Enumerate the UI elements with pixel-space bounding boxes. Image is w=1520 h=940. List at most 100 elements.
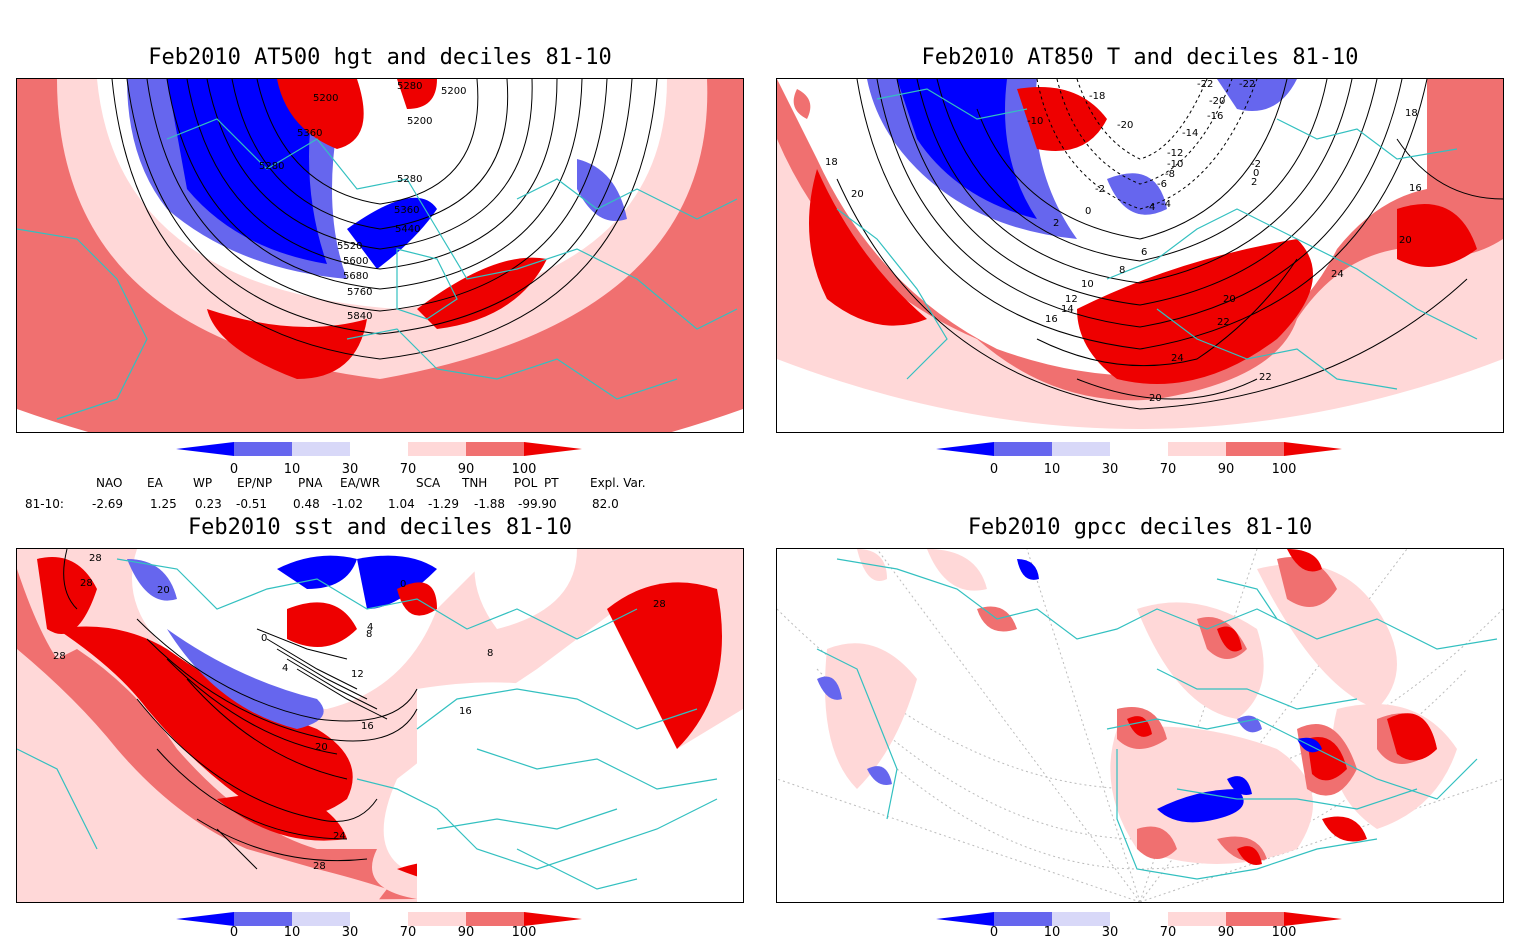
index-header: PT xyxy=(544,476,559,490)
index-value: 0.23 xyxy=(195,497,222,511)
contour-label: -8 xyxy=(1165,169,1175,180)
colorbar-segment xyxy=(234,442,292,456)
contour-label: -4 xyxy=(1161,199,1171,210)
colorbar-segment xyxy=(1226,912,1284,926)
contour-label: 5520 xyxy=(337,241,362,252)
contour-label: -20 xyxy=(1117,120,1133,131)
contour-label: -22 xyxy=(1239,79,1255,90)
colorbar-tick: 30 xyxy=(1101,925,1119,940)
colorbar-segment xyxy=(408,442,466,456)
index-value: -1.29 xyxy=(428,497,460,511)
contour-label: 0 xyxy=(261,633,267,644)
contour-label: 5760 xyxy=(347,287,372,298)
contour-label: 5840 xyxy=(347,311,372,322)
map-panel-sst: 28 28 28 20 0 0 4 4 8 12 16 20 24 28 16 … xyxy=(16,548,744,903)
contour-label: 18 xyxy=(1405,108,1418,119)
colorbar-segment xyxy=(350,912,408,926)
contour-label: 28 xyxy=(653,599,666,610)
contour-label: 2 xyxy=(1053,218,1059,229)
index-header: NAO xyxy=(96,476,123,490)
index-header: EP/NP xyxy=(237,476,273,490)
colorbar-segment xyxy=(936,442,994,456)
contour-label: 6 xyxy=(1141,247,1147,258)
colorbar-segment xyxy=(1284,912,1342,926)
colorbar-tick: 0 xyxy=(229,462,239,477)
index-header: Expl. Var. xyxy=(590,476,646,490)
contour-label: -6 xyxy=(1157,179,1167,190)
contour-label: 20 xyxy=(1149,393,1162,404)
contour-label: 22 xyxy=(1217,317,1230,328)
colorbar-segment xyxy=(994,442,1052,456)
contour-label: 0 xyxy=(400,579,406,590)
index-value: -1.02 xyxy=(332,497,364,511)
colorbar-segment xyxy=(1052,912,1110,926)
panel-title-1: Feb2010 AT500 hgt and deciles 81-10 xyxy=(148,45,612,70)
index-value: 1.25 xyxy=(150,497,177,511)
colorbar-tick: 90 xyxy=(1217,925,1235,940)
contour-label: 5280 xyxy=(397,81,422,92)
colorbar-tick: 90 xyxy=(457,925,475,940)
contour-label: 24 xyxy=(1171,353,1184,364)
colorbar-segment xyxy=(408,912,466,926)
contour-label: -14 xyxy=(1182,128,1198,139)
index-value: -0.51 xyxy=(236,497,268,511)
colorbar-tick: 0 xyxy=(989,925,999,940)
colorbar-tick: 10 xyxy=(283,925,301,940)
index-header: TNH xyxy=(462,476,488,490)
panel-title-4: Feb2010 gpcc deciles 81-10 xyxy=(967,515,1313,540)
index-value: -2.69 xyxy=(92,497,124,511)
colorbar-segment xyxy=(350,442,408,456)
colorbar-tick: 30 xyxy=(1101,462,1119,477)
map-panel-gpcc xyxy=(776,548,1504,903)
colorbar-tick: 30 xyxy=(341,462,359,477)
contour-label: 20 xyxy=(157,585,170,596)
contour-label: 28 xyxy=(53,651,66,662)
colorbar-tick: 100 xyxy=(511,462,537,477)
colorbar-tick: 10 xyxy=(283,462,301,477)
contour-label: 12 xyxy=(1065,294,1078,305)
colorbar-tick: 100 xyxy=(1271,462,1297,477)
contour-label: 20 xyxy=(315,742,328,753)
contour-label: 0 xyxy=(1085,206,1091,217)
contour-label: 24 xyxy=(1331,269,1344,280)
contour-label: 8 xyxy=(1119,265,1125,276)
contour-label: 4 xyxy=(367,622,373,633)
contour-label: 16 xyxy=(459,706,472,717)
contour-label: 5200 xyxy=(313,93,338,104)
contour-label: 5360 xyxy=(394,205,419,216)
colorbar-segment xyxy=(234,912,292,926)
index-value: 0.48 xyxy=(293,497,320,511)
index-header: PNA xyxy=(298,476,323,490)
colorbar-tick: 10 xyxy=(1043,925,1061,940)
colorbar-1: 0 10 30 70 90 100 xyxy=(176,440,586,478)
index-value: -99.90 xyxy=(518,497,557,511)
contour-label: 28 xyxy=(80,578,93,589)
colorbar-segment xyxy=(936,912,994,926)
index-header: EA xyxy=(147,476,163,490)
contour-label: 16 xyxy=(1045,314,1058,325)
contour-label: 2 xyxy=(1251,177,1257,188)
contour-label: 28 xyxy=(89,553,102,564)
index-value: 82.0 xyxy=(592,497,619,511)
colorbar-tick: 70 xyxy=(1159,462,1177,477)
index-header: EA/WR xyxy=(340,476,381,490)
contour-label: 22 xyxy=(1259,372,1272,383)
contour-label: 8 xyxy=(487,648,493,659)
colorbar-2: 0 10 30 70 90 100 xyxy=(936,440,1346,478)
colorbar-tick: 90 xyxy=(1217,462,1235,477)
contour-label: -2 xyxy=(1251,159,1261,170)
contour-label: 5360 xyxy=(297,128,322,139)
contour-label: 20 xyxy=(1399,235,1412,246)
colorbar-segment xyxy=(176,912,234,926)
colorbar-tick: 70 xyxy=(1159,925,1177,940)
index-value: 1.04 xyxy=(388,497,415,511)
colorbar-4: 0 10 30 70 90 100 xyxy=(936,910,1346,940)
colorbar-segment xyxy=(994,912,1052,926)
contour-label: 18 xyxy=(825,157,838,168)
colorbar-tick: 100 xyxy=(511,925,537,940)
contour-label: 16 xyxy=(1409,183,1422,194)
map-panel-hgt500: 5200 5280 5200 5200 5360 5280 5280 5360 … xyxy=(16,78,744,433)
contour-label: 24 xyxy=(333,831,346,842)
colorbar-segment xyxy=(1110,442,1168,456)
contour-label: 20 xyxy=(1223,294,1236,305)
